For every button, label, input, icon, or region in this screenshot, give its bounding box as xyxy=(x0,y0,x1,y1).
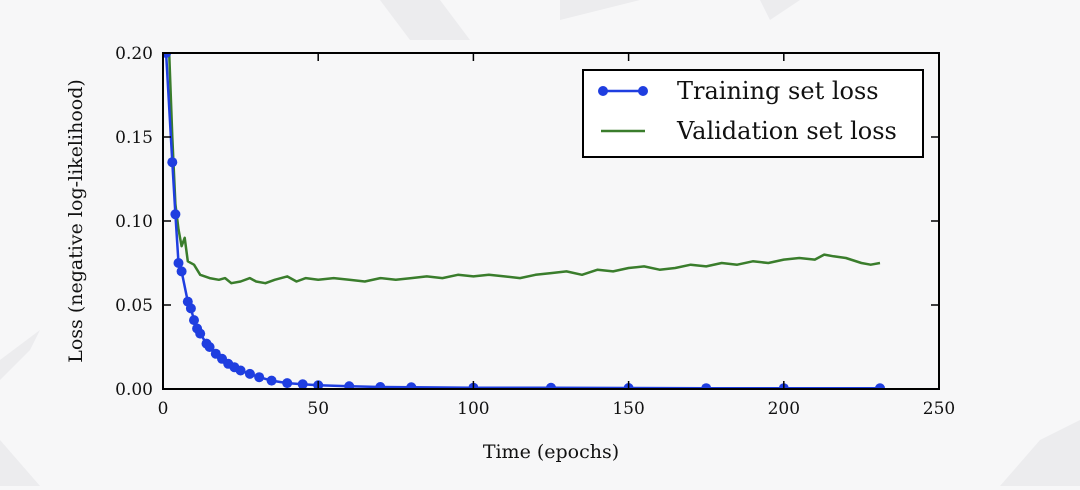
data-point-training xyxy=(266,375,277,386)
data-point-training xyxy=(185,303,196,314)
data-point-training xyxy=(875,383,885,389)
data-point-training xyxy=(163,53,172,58)
y-tick-label: 0.15 xyxy=(115,128,153,148)
legend-box xyxy=(582,69,924,158)
data-point-training xyxy=(173,258,184,268)
data-point-training xyxy=(297,379,308,389)
x-tick-label: 150 xyxy=(612,399,644,419)
data-point-training xyxy=(244,368,255,379)
x-tick-label: 200 xyxy=(768,399,800,419)
x-tick-label: 50 xyxy=(307,399,329,419)
series-layer xyxy=(163,53,885,389)
series-line-validation xyxy=(167,53,881,285)
data-point-training xyxy=(701,383,712,389)
data-point-training xyxy=(170,209,181,220)
data-point-training xyxy=(406,382,417,389)
data-point-training xyxy=(195,328,206,339)
data-point-training xyxy=(344,381,355,389)
data-point-training xyxy=(235,365,246,376)
data-point-training xyxy=(375,382,386,389)
data-point-training xyxy=(204,342,215,352)
x-tick-label: 100 xyxy=(457,399,489,419)
data-point-training xyxy=(254,372,265,383)
y-tick-label: 0.20 xyxy=(115,44,153,64)
data-point-training xyxy=(282,378,293,389)
y-axis-title: Loss (negative log-likelihood) xyxy=(65,79,87,363)
y-tick-label: 0.10 xyxy=(115,212,153,232)
legend-label-validation: Validation set loss xyxy=(676,117,897,145)
data-point-training xyxy=(167,157,178,168)
x-axis-title: Time (epochs) xyxy=(483,441,619,463)
data-point-training xyxy=(189,315,199,326)
legend-label-training: Training set loss xyxy=(677,77,879,105)
data-point-training xyxy=(176,266,187,277)
data-point-training xyxy=(546,382,556,389)
y-tick-label: 0.05 xyxy=(115,296,153,316)
x-tick-label: 250 xyxy=(923,399,955,419)
y-tick-label: 0.00 xyxy=(115,380,153,400)
legend: Training set loss Validation set loss xyxy=(582,69,924,158)
legend-marker-training xyxy=(638,86,648,96)
legend-marker-training xyxy=(598,86,608,96)
axis-ticks: 0 50 100 150 200 250 0.00 0.05 0.10 0.15 0.20 xyxy=(115,44,955,419)
x-tick-label: 0 xyxy=(158,399,169,419)
